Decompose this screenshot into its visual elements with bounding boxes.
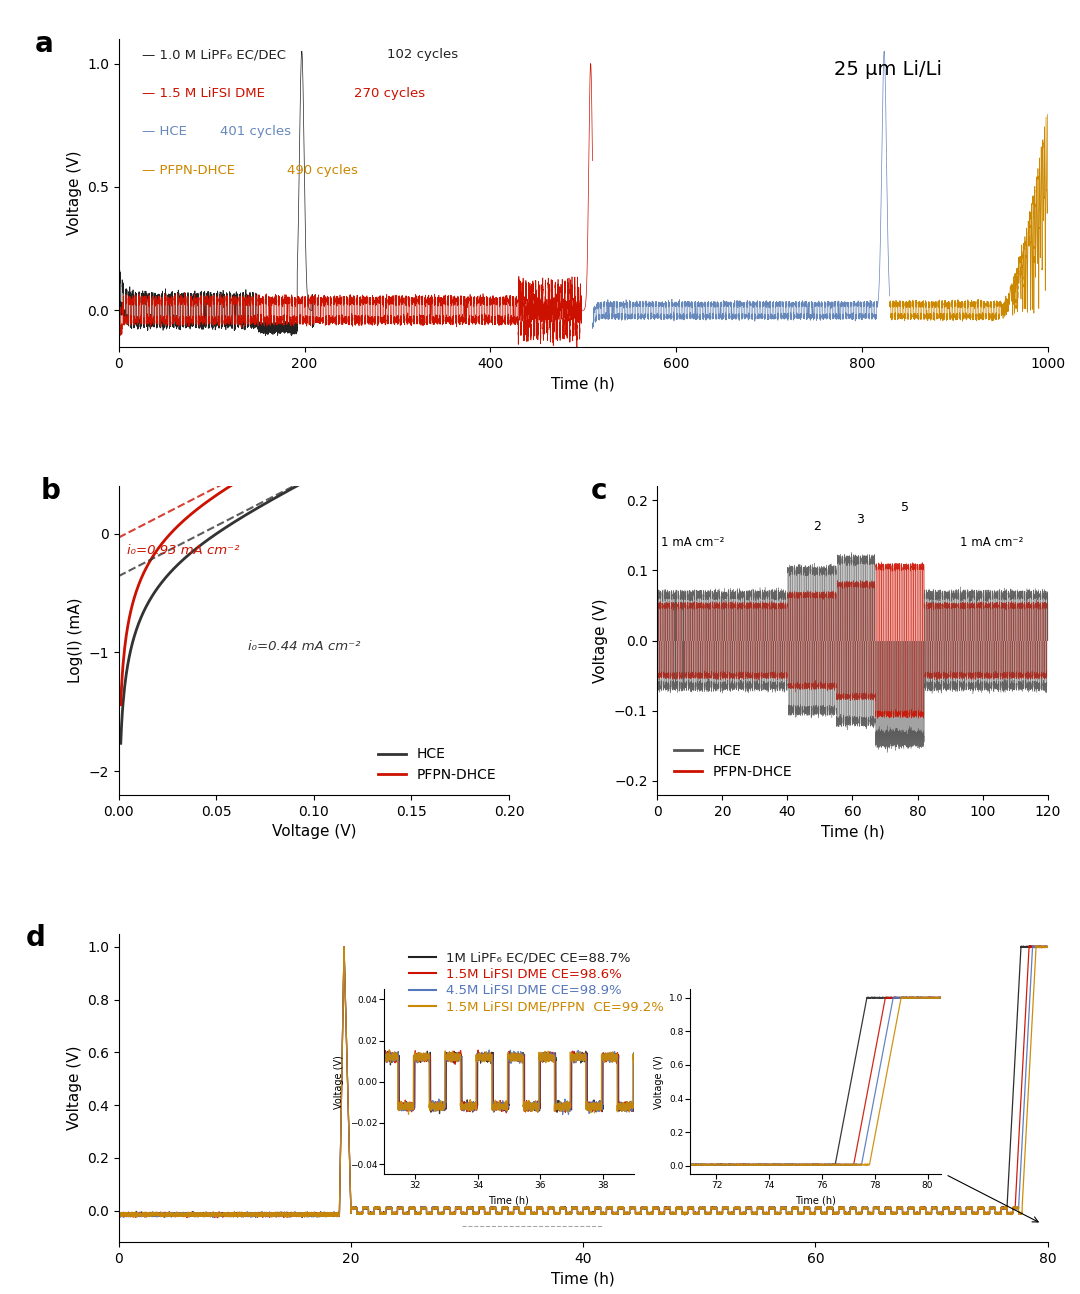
Text: 25 μm Li/Li: 25 μm Li/Li — [834, 61, 942, 79]
X-axis label: Time (h): Time (h) — [821, 824, 885, 839]
Y-axis label: Voltage (V): Voltage (V) — [593, 598, 608, 683]
Text: b: b — [41, 477, 60, 505]
X-axis label: Time (h): Time (h) — [551, 377, 616, 392]
Legend: HCE, PFPN-DHCE: HCE, PFPN-DHCE — [373, 741, 502, 788]
Legend: HCE, PFPN-DHCE: HCE, PFPN-DHCE — [669, 739, 798, 784]
Y-axis label: Voltage (V): Voltage (V) — [67, 1046, 81, 1130]
Y-axis label: Voltage (V): Voltage (V) — [67, 151, 81, 236]
Text: — 1.0 M LiPF₆ EC/DEC: — 1.0 M LiPF₆ EC/DEC — [141, 48, 295, 61]
Text: 1 mA cm⁻²: 1 mA cm⁻² — [960, 536, 1023, 549]
Text: 490 cycles: 490 cycles — [287, 164, 357, 177]
Text: 102 cycles: 102 cycles — [388, 48, 458, 61]
Legend: 1M LiPF₆ EC/DEC CE=88.7%, 1.5M LiFSI DME CE=98.6%, 4.5M LiFSI DME CE=98.9%, 1.5M: 1M LiPF₆ EC/DEC CE=88.7%, 1.5M LiFSI DME… — [404, 946, 670, 1018]
Text: d: d — [26, 924, 45, 952]
Text: i₀=0.93 mA cm⁻²: i₀=0.93 mA cm⁻² — [126, 545, 239, 558]
Text: — HCE: — HCE — [141, 126, 195, 138]
Text: c: c — [591, 477, 608, 505]
Text: — PFPN-DHCE: — PFPN-DHCE — [141, 164, 243, 177]
Text: 1 mA cm⁻²: 1 mA cm⁻² — [661, 536, 724, 549]
Text: 2: 2 — [813, 520, 821, 533]
X-axis label: Voltage (V): Voltage (V) — [272, 824, 356, 839]
Text: — 1.5 M LiFSI DME: — 1.5 M LiFSI DME — [141, 87, 273, 100]
Text: 5: 5 — [901, 501, 909, 514]
Text: 270 cycles: 270 cycles — [354, 87, 424, 100]
Text: 401 cycles: 401 cycles — [220, 126, 291, 138]
X-axis label: Time (h): Time (h) — [551, 1272, 616, 1286]
Text: a: a — [36, 30, 54, 57]
Y-axis label: Log(I) (mA): Log(I) (mA) — [68, 598, 83, 683]
Text: 3: 3 — [855, 512, 864, 525]
Text: i₀=0.44 mA cm⁻²: i₀=0.44 mA cm⁻² — [247, 639, 360, 652]
